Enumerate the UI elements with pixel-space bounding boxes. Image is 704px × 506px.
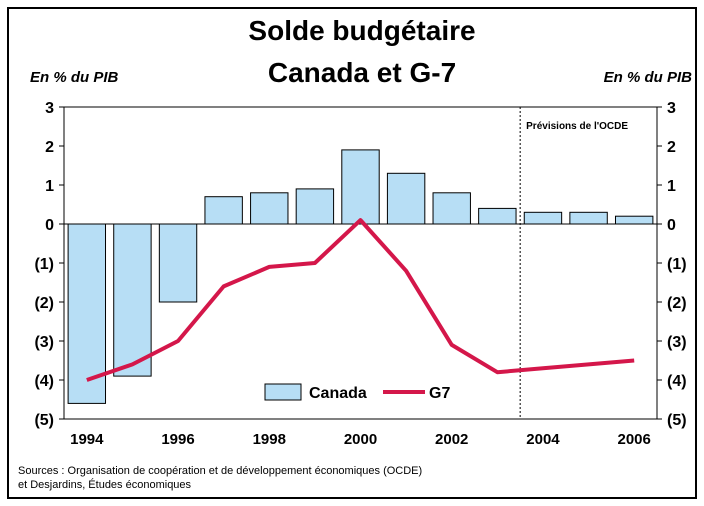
y2-tick-label: (1) <box>667 256 687 273</box>
bar <box>432 192 471 225</box>
legend-label: Canada <box>309 385 367 402</box>
y-tick-label: 0 <box>45 217 54 234</box>
bar <box>113 223 152 377</box>
source: Sources : Organisation de coopération et… <box>18 465 422 477</box>
bar <box>614 215 654 225</box>
chart-title: Solde budgétaire <box>248 15 475 46</box>
line <box>86 218 635 382</box>
y-tick-label: 1 <box>45 178 54 195</box>
y-tick-label: (4) <box>34 373 54 390</box>
bar <box>386 172 426 225</box>
x-tick-label: 2000 <box>344 431 377 448</box>
bar <box>158 223 198 303</box>
y2-tick-label: 0 <box>667 217 676 234</box>
y-tick-label: 2 <box>45 139 54 156</box>
annotation: Prévisions de l'OCDE <box>526 121 628 132</box>
x-tick-label: 2002 <box>435 431 468 448</box>
x-tick-label: 1998 <box>253 431 286 448</box>
y2-tick-label: (5) <box>667 412 687 429</box>
bar <box>204 196 243 225</box>
x-tick-label: 1994 <box>70 431 104 448</box>
bar <box>523 211 563 225</box>
y2-tick-label: (3) <box>667 334 687 351</box>
legend-swatch <box>264 383 302 401</box>
x-tick-label: 2004 <box>526 431 560 448</box>
bar <box>341 149 380 225</box>
y-tick-label: (5) <box>34 412 54 429</box>
y-tick-label: (2) <box>34 295 54 312</box>
bar <box>250 192 289 225</box>
source: et Desjardins, Études économiques <box>18 478 192 491</box>
y2-tick-label: 3 <box>667 100 676 117</box>
y-tick-label: (1) <box>34 256 54 273</box>
y2-tick-label: 1 <box>667 178 676 195</box>
chart-subtitle: Canada et G-7 <box>268 57 456 88</box>
x-tick-label: 2006 <box>618 431 651 448</box>
bar <box>67 223 107 404</box>
y2-tick-label: (4) <box>667 373 687 390</box>
bar <box>478 207 517 225</box>
y2-tick-label: 2 <box>667 139 676 156</box>
legend-label: G7 <box>429 385 450 402</box>
y-axis-label: En % du PIB <box>30 69 119 86</box>
y2-axis-label: En % du PIB <box>604 69 693 86</box>
x-tick-label: 1996 <box>161 431 194 448</box>
y-tick-label: 3 <box>45 100 54 117</box>
y2-tick-label: (2) <box>667 295 687 312</box>
bar <box>569 211 608 225</box>
bar <box>295 188 335 225</box>
y-tick-label: (3) <box>34 334 54 351</box>
